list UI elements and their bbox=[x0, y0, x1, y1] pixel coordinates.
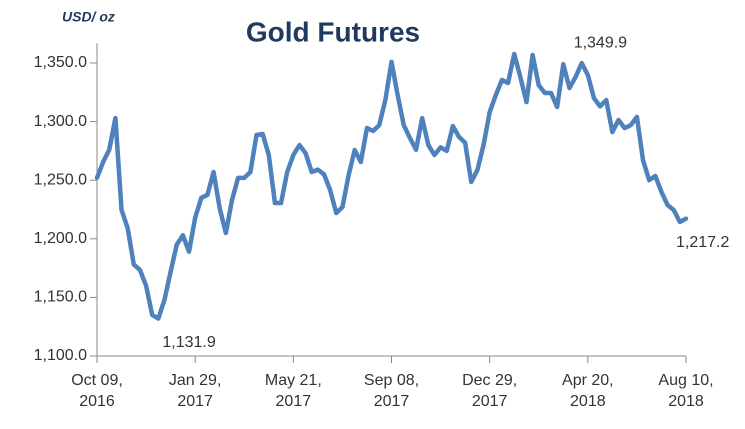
y-axis-label: USD/ oz bbox=[62, 9, 115, 25]
y-tick-label: 1,250.0 bbox=[34, 171, 87, 188]
y-tick-label: 1,200.0 bbox=[34, 230, 87, 247]
x-tick-label: Oct 09, 2016 bbox=[71, 372, 123, 410]
data-label: 1,131.9 bbox=[162, 334, 215, 351]
y-tick-label: 1,150.0 bbox=[34, 289, 87, 306]
data-line bbox=[94, 51, 689, 321]
x-tick-label: May 21, 2017 bbox=[264, 372, 322, 410]
chart-title: Gold Futures bbox=[246, 16, 420, 47]
data-label: 1,217.2 bbox=[676, 234, 729, 251]
x-tick-label: Sep 08, 2017 bbox=[363, 372, 420, 410]
x-tick-label: Aug 10, 2018 bbox=[658, 372, 714, 410]
x-tick-label: Jan 29, 2017 bbox=[168, 372, 222, 410]
y-tick-label: 1,100.0 bbox=[34, 347, 87, 364]
x-tick-label: Apr 20, 2018 bbox=[562, 372, 614, 410]
y-tick-label: 1,350.0 bbox=[34, 54, 87, 71]
y-tick-label: 1,300.0 bbox=[34, 113, 87, 130]
data-label: 1,349.9 bbox=[574, 34, 627, 51]
x-tick-label: Dec 29, 2017 bbox=[462, 372, 518, 410]
